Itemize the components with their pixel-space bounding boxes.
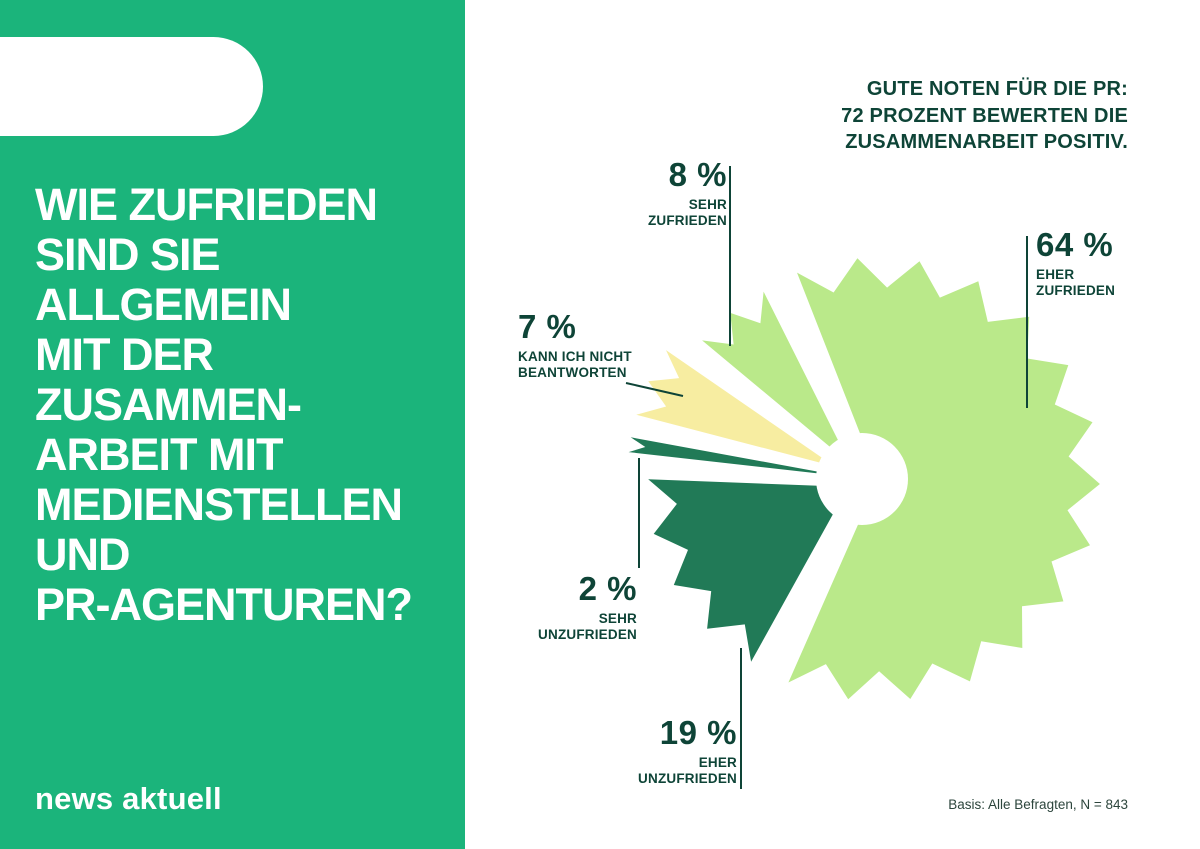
pie-slice-eher-unzufrieden (648, 479, 849, 662)
slice-value: 64 % (1036, 226, 1114, 263)
slice-name: EHER UNZUFRIEDEN (638, 755, 737, 786)
donut-hole (816, 433, 908, 525)
slice-name: KANN ICH NICHT BEANTWORTEN (518, 349, 632, 380)
pie-slice-eher-zufrieden (788, 258, 1100, 700)
leader-line-kann-ich-nicht-beantworten (625, 382, 684, 397)
slice-name: EHER ZUFRIEDEN (1036, 267, 1116, 298)
slice-value: 2 % (578, 570, 637, 607)
slice-label-sehr-zufrieden: 8 % SEHR ZUFRIEDEN (648, 156, 727, 228)
logo-word-news: news (35, 781, 114, 816)
pie-slice-sehr-unzufrieden (628, 437, 843, 477)
slice-name: SEHR ZUFRIEDEN (647, 197, 727, 228)
slice-label-kann-ich-nicht-beantworten: 7 % KANN ICH NICHT BEANTWORTEN (518, 308, 632, 380)
slice-name: SEHR UNZUFRIEDEN (538, 611, 637, 642)
basis-footnote: Basis: Alle Befragten, N = 843 (948, 797, 1128, 812)
slice-value: 7 % (518, 308, 577, 345)
slice-value: 8 % (668, 156, 727, 193)
slice-label-sehr-unzufrieden: 2 % SEHR UNZUFRIEDEN (538, 570, 637, 642)
slice-label-eher-unzufrieden: 19 % EHER UNZUFRIEDEN (638, 714, 737, 786)
survey-question-title: WIE ZUFRIEDEN SIND SIE ALLGEMEIN MIT DER ZUS… (35, 179, 413, 630)
logo-word-aktuell: aktuell (122, 781, 222, 816)
slice-label-eher-zufrieden: 64 % EHER ZUFRIEDEN (1036, 226, 1115, 298)
slice-value: 19 % (659, 714, 737, 751)
news-aktuell-logo: news aktuell (35, 781, 222, 817)
chart-headline: GUTE NOTEN FÜR DIE PR: 72 PROZENT BEWERTE… (841, 78, 1128, 153)
header-pill-shape (0, 37, 263, 136)
pie-slice-sehr-zufrieden (702, 291, 850, 464)
brand-panel: WIE ZUFRIEDEN SIND SIE ALLGEMEIN MIT DER ZUS… (0, 0, 465, 849)
pie-slice-kann-ich-nicht-beantworten (636, 350, 835, 467)
